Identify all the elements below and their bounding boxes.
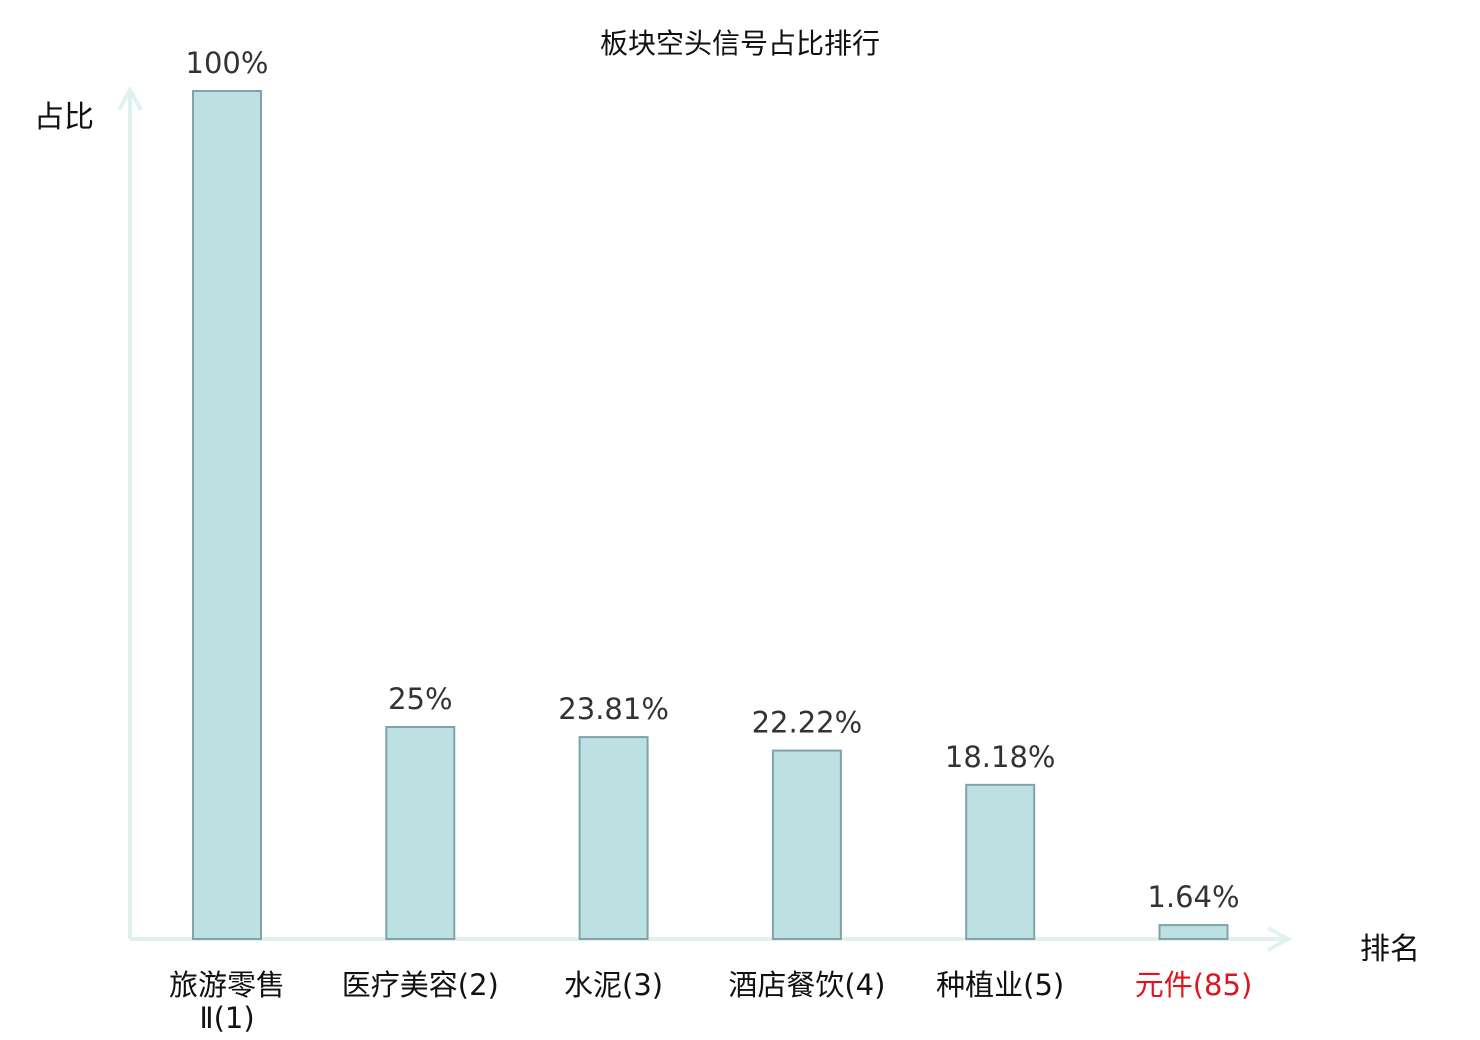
category-tick-label: Ⅱ(1) [199, 1001, 254, 1035]
y-axis-arrow [117, 85, 143, 111]
bar [771, 749, 842, 940]
category-tick-label: 旅游零售 [169, 968, 285, 1002]
chart-title: 板块空头信号占比排行 [599, 27, 880, 60]
bar-value-label: 18.18% [945, 740, 1056, 774]
x-axis-label: 排名 [1360, 932, 1420, 967]
category-tick-label: 元件(85) [1135, 968, 1253, 1002]
bar [578, 736, 649, 940]
bar-value-label: 22.22% [752, 706, 863, 740]
bar [385, 726, 456, 940]
bar-value-label: 100% [186, 46, 269, 80]
bar [192, 90, 262, 940]
category-tick-label: 水泥(3) [564, 968, 663, 1002]
category-tick-label: 酒店餐饮(4) [728, 968, 885, 1002]
category-tick-label: 医疗美容(2) [342, 968, 499, 1002]
x-axis-arrow [1267, 926, 1293, 952]
bar-value-label: 25% [388, 682, 452, 716]
bar [1158, 924, 1229, 940]
bar-value-label: 23.81% [558, 692, 669, 726]
bar-value-label: 1.64% [1147, 880, 1239, 914]
y-axis-label: 占比 [34, 100, 94, 135]
category-tick-label: 种植业(5) [936, 968, 1064, 1002]
bar [965, 783, 1036, 941]
